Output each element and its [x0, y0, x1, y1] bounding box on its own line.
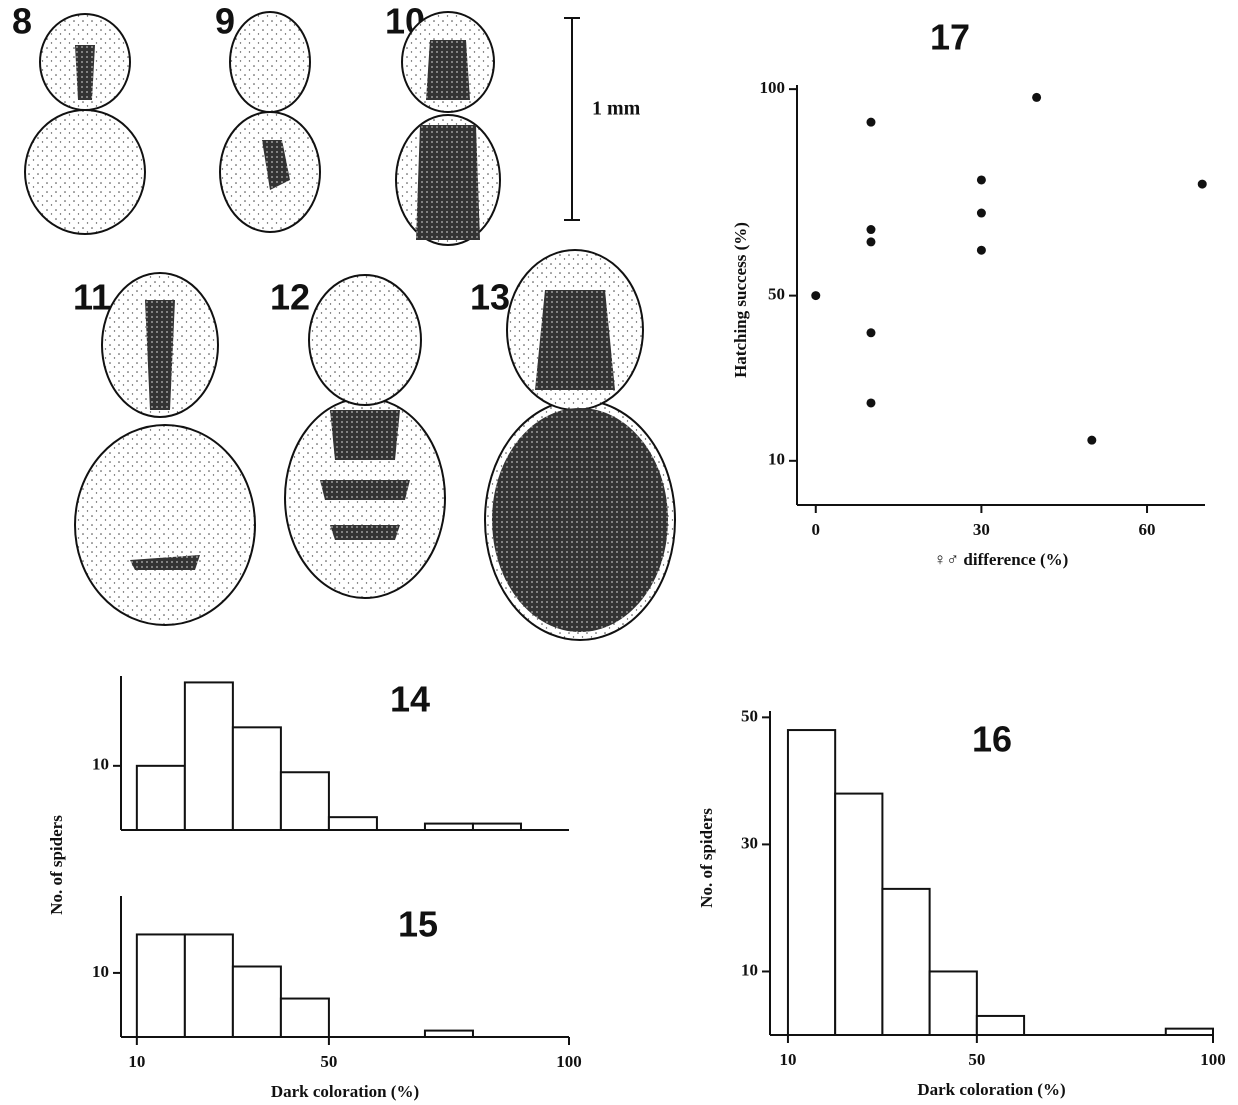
x-tick-label: 60: [1139, 520, 1156, 539]
y-tick-label: 30: [741, 833, 758, 852]
bar: [183, 933, 234, 1038]
bar: [135, 933, 186, 1038]
y-tick-label: 10: [92, 962, 109, 981]
bar: [975, 1014, 1026, 1036]
chart-title: 14: [390, 679, 430, 720]
x-tick-label: 100: [1200, 1050, 1226, 1069]
y-tick-label: 10: [92, 755, 109, 774]
x-tick-label: 30: [973, 520, 990, 539]
bar: [786, 729, 837, 1036]
point: [1087, 435, 1097, 445]
point: [976, 208, 986, 218]
x-tick-label: 10: [128, 1052, 145, 1071]
point: [976, 245, 986, 255]
x-axis-label: Dark coloration (%): [271, 1082, 419, 1101]
point: [976, 175, 986, 185]
panel-label: 13: [470, 277, 510, 318]
point: [866, 117, 876, 127]
y-tick-label: 10: [741, 960, 758, 979]
x-tick-label: 50: [968, 1050, 985, 1069]
bar: [231, 726, 282, 831]
point: [866, 398, 876, 408]
panel-label: 8: [12, 1, 32, 42]
point: [1032, 92, 1042, 102]
point: [811, 291, 821, 301]
y-tick-label: 50: [741, 706, 758, 725]
bar: [471, 822, 522, 831]
panel-label: 9: [215, 1, 235, 42]
point: [866, 237, 876, 247]
chart-title: 17: [930, 17, 970, 58]
bar: [423, 822, 474, 831]
y-tick-label: 10: [768, 450, 785, 469]
y-axis-label: No. of spiders: [697, 808, 716, 908]
point: [866, 225, 876, 235]
spider-drawings: 8 9 10 11 12 13 1 mm: [12, 1, 676, 641]
x-axis-label: Dark coloration (%): [917, 1080, 1065, 1099]
bar: [834, 792, 884, 1037]
scale-bar-label: 1 mm: [592, 98, 641, 120]
bar: [279, 997, 330, 1039]
bar: [928, 970, 978, 1036]
bar: [881, 887, 931, 1036]
x-tick-label: 10: [779, 1050, 796, 1069]
y-tick-label: 100: [760, 78, 786, 97]
bar: [279, 771, 330, 831]
y-axis-label: No. of spiders: [47, 815, 66, 915]
y-tick-label: 50: [768, 285, 785, 304]
x-tick-label: 100: [556, 1052, 582, 1071]
bar: [183, 681, 234, 832]
bar: [135, 764, 186, 831]
y-axis-label: Hatching success (%): [731, 222, 750, 378]
panel-label: 11: [73, 277, 111, 318]
bar: [231, 965, 282, 1038]
x-axis-label: ♀♂ difference (%): [934, 550, 1069, 569]
x-tick-label: 0: [812, 520, 821, 539]
panel-label: 12: [270, 277, 310, 318]
x-tick-label: 50: [320, 1052, 337, 1071]
bar: [1164, 1027, 1214, 1037]
bar: [423, 1029, 474, 1039]
chart-title: 15: [398, 904, 438, 945]
bar: [327, 816, 378, 832]
chart-title: 16: [972, 719, 1012, 760]
point: [1197, 179, 1207, 189]
point: [866, 328, 876, 338]
